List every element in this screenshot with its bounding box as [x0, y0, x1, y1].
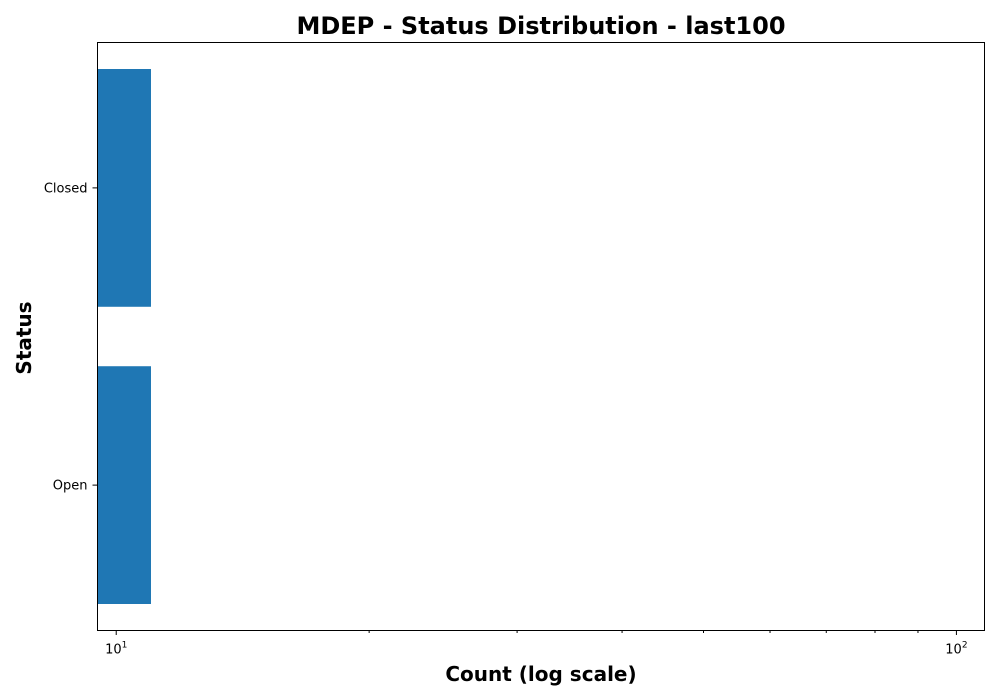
y-axis-label: Status [12, 301, 36, 374]
x-tick-label: 102 [945, 641, 967, 658]
bars [97, 69, 151, 604]
x-axis-ticks: 101 102 [105, 630, 968, 658]
plot-area-frame [97, 42, 985, 631]
x-axis-label: Count (log scale) [445, 662, 636, 686]
y-tick-label: Open [53, 479, 88, 494]
y-axis-ticks: Open Closed [44, 181, 98, 494]
y-tick-label: Closed [44, 181, 88, 196]
bar-open [97, 366, 151, 604]
chart-title: MDEP - Status Distribution - last100 [296, 12, 785, 40]
bar-closed [97, 69, 151, 307]
x-tick-label: 101 [105, 641, 127, 658]
